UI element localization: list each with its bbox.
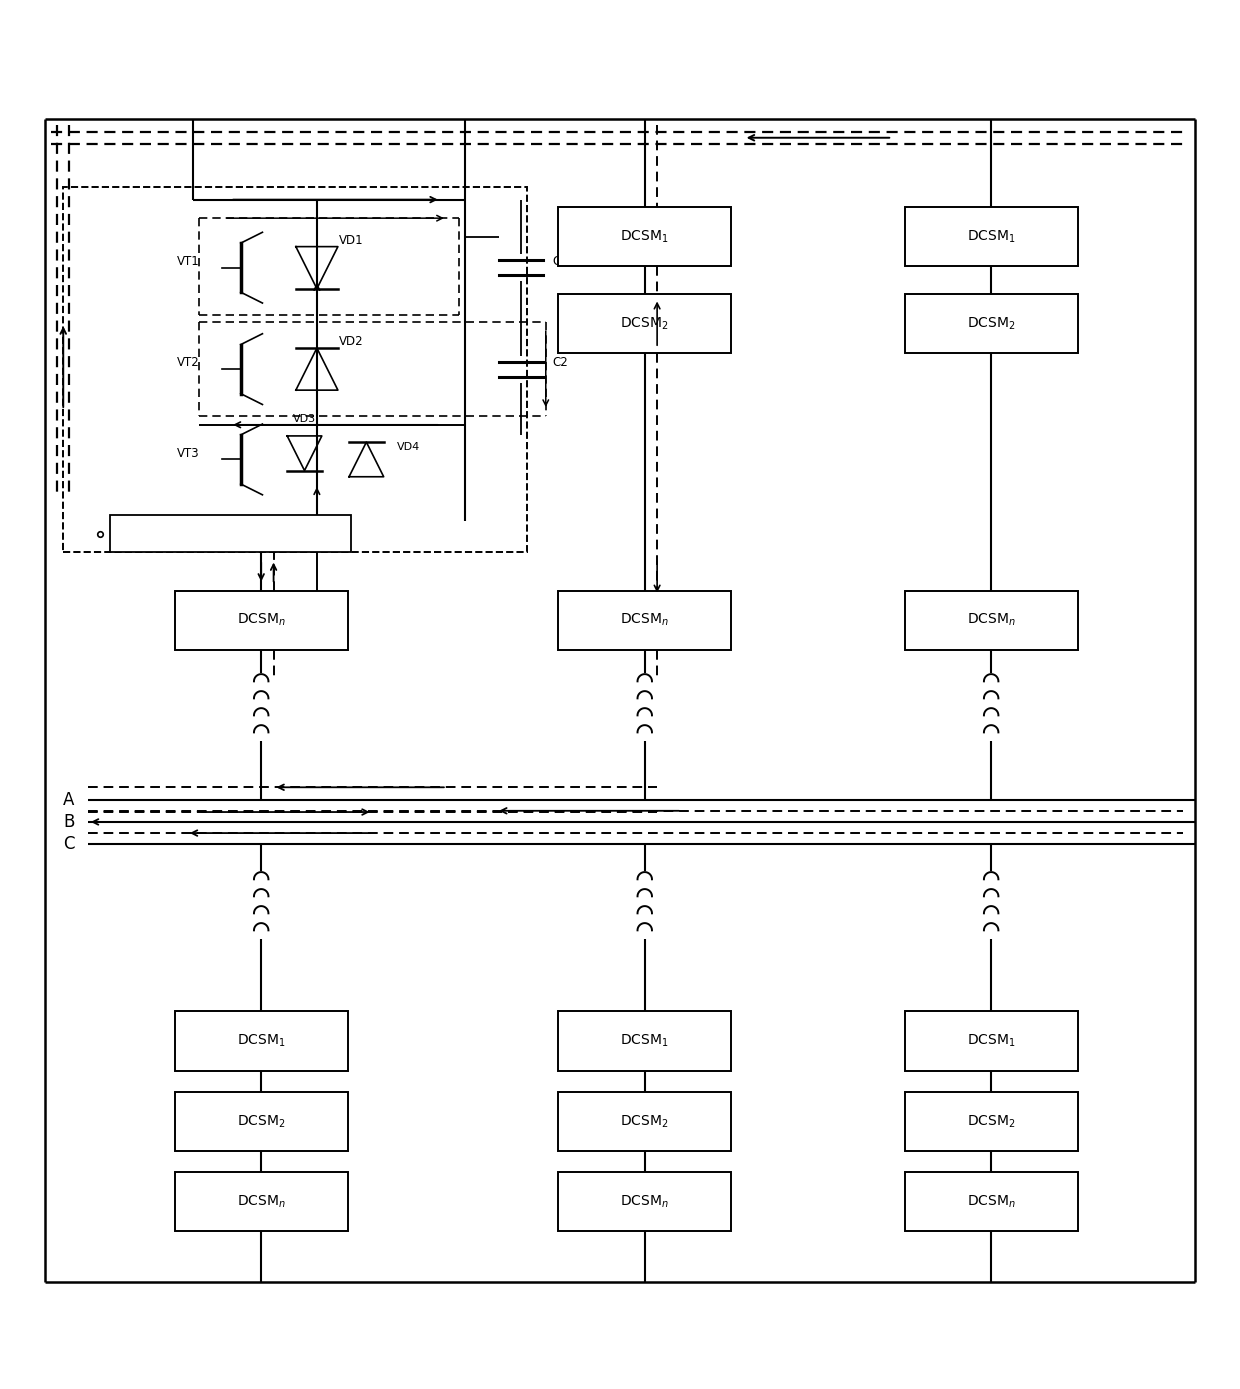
- Text: DCSM$_1$: DCSM$_1$: [237, 1033, 285, 1049]
- Text: C1: C1: [552, 256, 568, 268]
- Bar: [904, 590, 1078, 650]
- Bar: [904, 1011, 1078, 1071]
- Bar: [63, 188, 527, 553]
- Text: VT3: VT3: [177, 447, 200, 460]
- Bar: [175, 590, 347, 650]
- Bar: [558, 207, 732, 267]
- Text: DCSM$_2$: DCSM$_2$: [620, 1113, 670, 1129]
- Text: DCSM$_1$: DCSM$_1$: [620, 1033, 670, 1049]
- Text: VT2: VT2: [176, 357, 200, 369]
- Bar: [175, 1092, 347, 1151]
- Text: DCSM$_1$: DCSM$_1$: [967, 1033, 1016, 1049]
- Text: A: A: [63, 790, 74, 808]
- Text: DCSM$_n$: DCSM$_n$: [620, 613, 670, 628]
- Bar: [558, 293, 732, 353]
- Text: DCSM$_1$: DCSM$_1$: [967, 229, 1016, 244]
- Text: VD4: VD4: [397, 442, 420, 451]
- Bar: [904, 207, 1078, 267]
- Text: DCSM$_2$: DCSM$_2$: [237, 1113, 285, 1129]
- Text: B: B: [63, 813, 74, 831]
- Text: DCSM$_n$: DCSM$_n$: [967, 613, 1016, 628]
- Bar: [109, 515, 351, 553]
- Text: VD3: VD3: [293, 414, 316, 424]
- Text: DCSM$_1$: DCSM$_1$: [620, 229, 670, 244]
- Bar: [175, 1011, 347, 1071]
- Text: C: C: [63, 835, 74, 853]
- Text: VT1: VT1: [176, 256, 200, 268]
- Text: DCSM$_n$: DCSM$_n$: [967, 1193, 1016, 1210]
- Text: VD2: VD2: [340, 335, 363, 349]
- Text: DCSM$_n$: DCSM$_n$: [237, 613, 285, 628]
- Text: DCSM$_2$: DCSM$_2$: [967, 1113, 1016, 1129]
- Text: DCSM$_n$: DCSM$_n$: [237, 1193, 285, 1210]
- Text: C2: C2: [552, 357, 568, 369]
- Bar: [904, 1172, 1078, 1232]
- Text: VD1: VD1: [340, 233, 363, 247]
- Text: DCSM$_n$: DCSM$_n$: [620, 1193, 670, 1210]
- Bar: [904, 293, 1078, 353]
- Bar: [558, 590, 732, 650]
- Bar: [558, 1092, 732, 1151]
- Text: DCSM$_2$: DCSM$_2$: [967, 315, 1016, 332]
- Bar: [175, 1172, 347, 1232]
- Bar: [558, 1011, 732, 1071]
- Text: DCSM$_2$: DCSM$_2$: [620, 315, 670, 332]
- Bar: [558, 1172, 732, 1232]
- Bar: [904, 1092, 1078, 1151]
